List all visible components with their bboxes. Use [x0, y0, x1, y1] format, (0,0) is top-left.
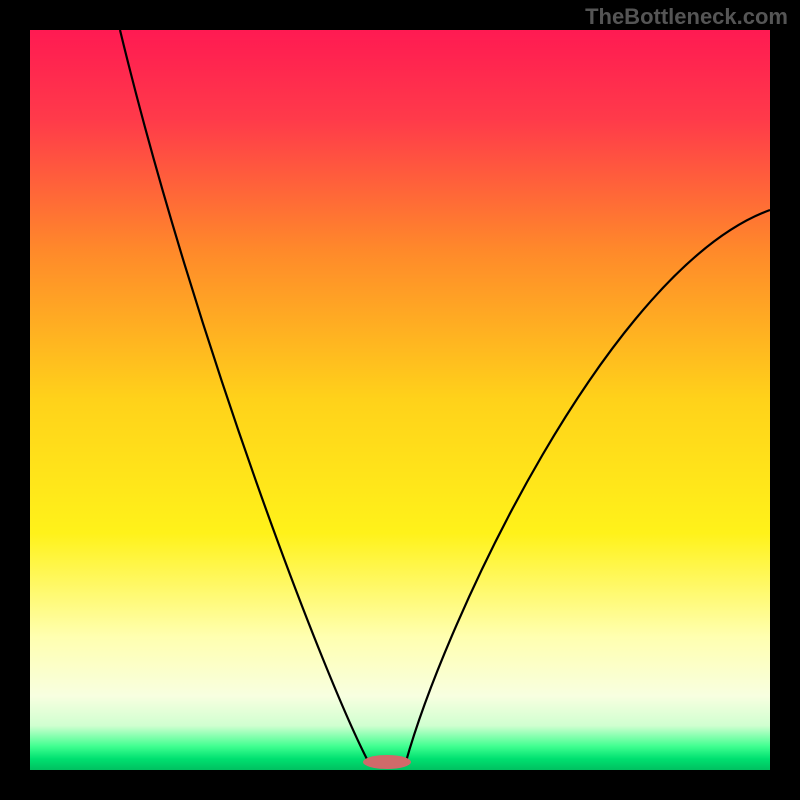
watermark-text: TheBottleneck.com	[585, 4, 788, 30]
minimum-marker	[363, 755, 411, 769]
chart-container: TheBottleneck.com	[0, 0, 800, 800]
chart-svg	[0, 0, 800, 800]
chart-background	[30, 30, 770, 770]
